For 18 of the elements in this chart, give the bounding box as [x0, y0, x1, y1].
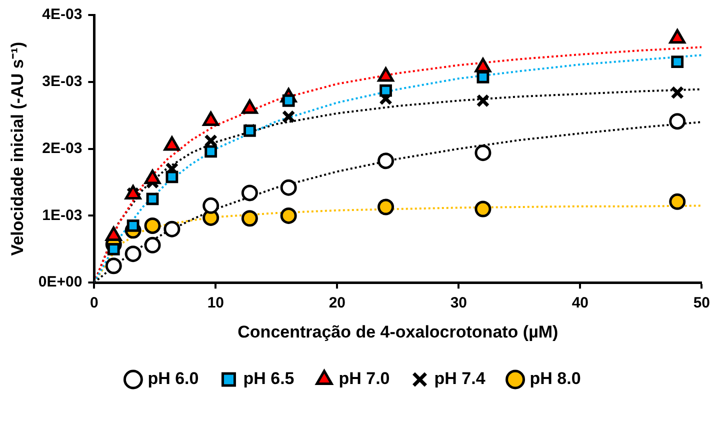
legend-label: pH 7.4: [434, 369, 486, 388]
y-tick-label: 1E-03: [42, 206, 82, 224]
y-tick-label: 0E+00: [38, 274, 82, 291]
x-tick-label: 30: [450, 294, 468, 312]
y-tick-label: 4E-03: [42, 6, 82, 24]
legend-label: pH 6.0: [148, 369, 199, 388]
y-tick-label: 3E-03: [42, 73, 82, 90]
y-tick-label: 2E-03: [42, 140, 82, 157]
x-tick-label: 10: [207, 294, 224, 312]
legend-label: pH 8.0: [530, 369, 581, 388]
legend-label: pH 7.0: [338, 369, 390, 388]
legend-label: pH 6.5: [243, 369, 294, 388]
x-tick-label: 0: [90, 294, 98, 312]
x-tick-label: 40: [572, 294, 589, 312]
x-axis-title: Concentração de 4-oxalocrotonato (µM): [238, 322, 558, 342]
x-tick-label: 20: [328, 294, 346, 312]
y-axis-title: Velocidade inicial (-AU s⁻¹): [8, 42, 27, 256]
x-tick-label: 50: [693, 294, 710, 312]
